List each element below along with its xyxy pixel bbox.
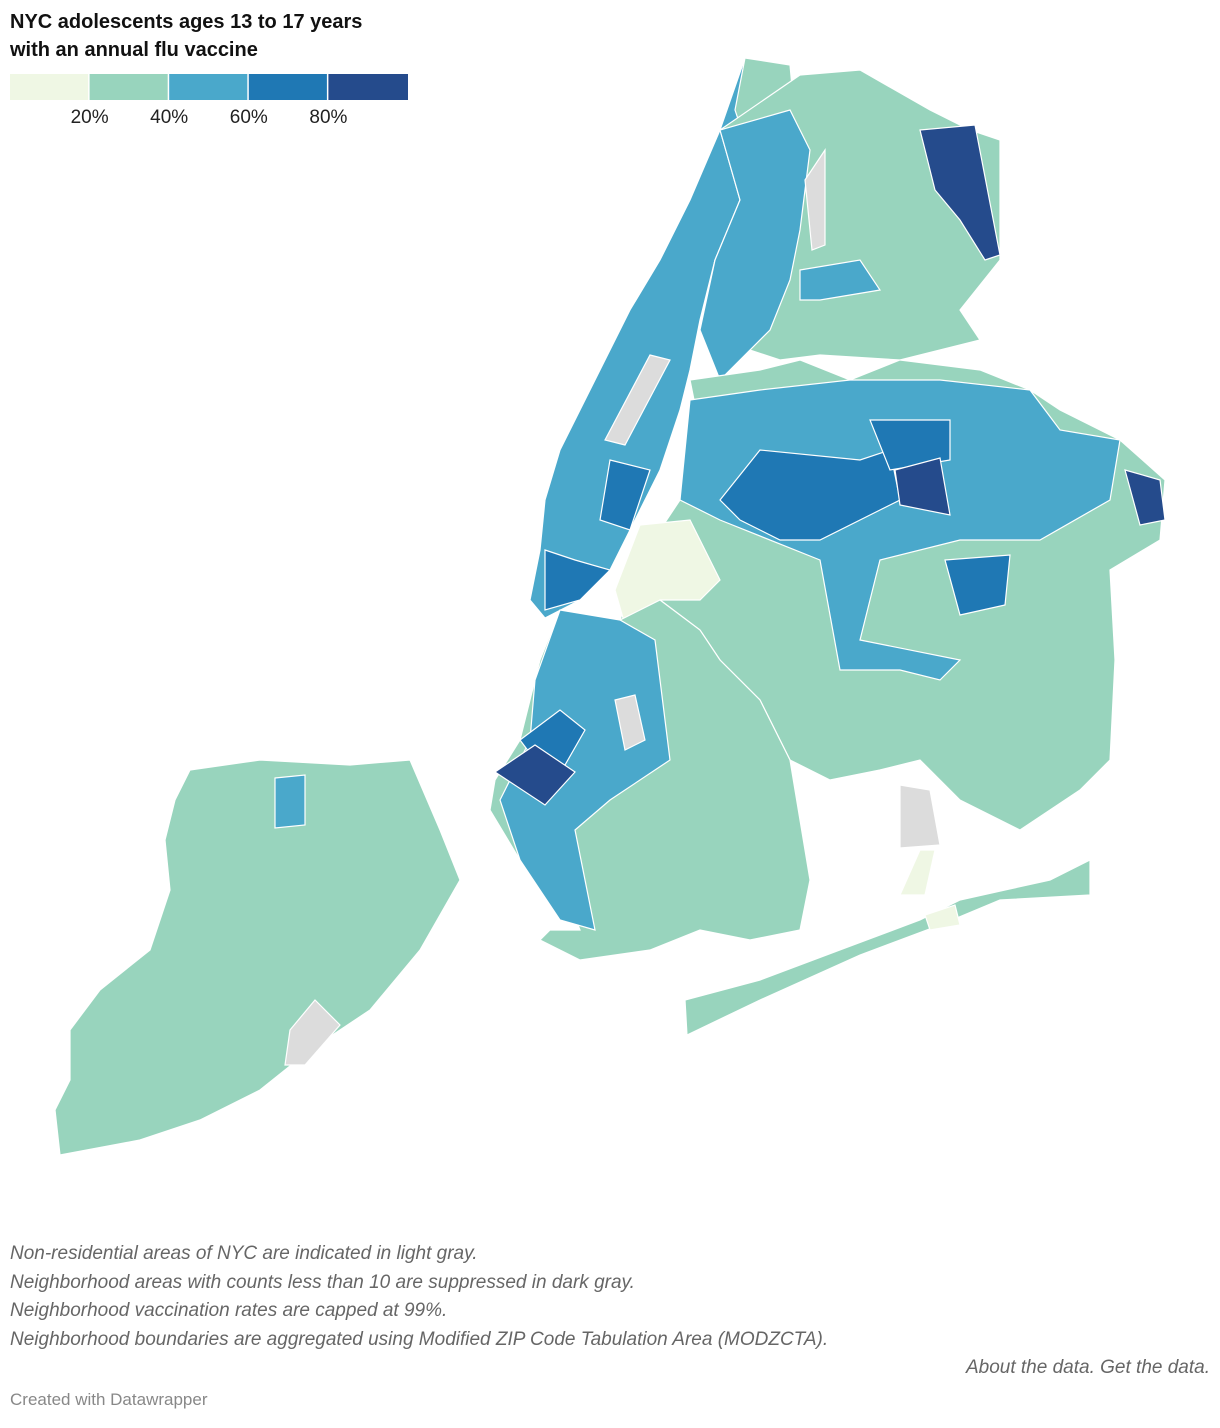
credit: Created with Datawrapper [10,1390,208,1409]
queens-area [719,449,901,541]
brooklyn-area [493,744,576,806]
legend-tick-label: 80% [309,107,347,128]
legend-swatch [248,74,327,100]
link[interactable]: About the data. [965,1357,1095,1378]
central-park [604,354,671,446]
staten-island-nonres [284,999,341,1066]
rockaway [684,859,1091,1036]
legend-swatch [89,74,168,100]
legend-tick-label: 20% [71,107,109,128]
manhattan-area [544,549,612,611]
jfk-airport [899,784,941,849]
note: Neighborhood boundaries are aggregated u… [10,1328,829,1350]
link[interactable]: Get the data. [1100,1357,1210,1378]
note: Neighborhood areas with counts less than… [10,1271,635,1293]
bronx-area [799,259,882,301]
staten-island-area [274,774,306,829]
note: Neighborhood vaccination rates are cappe… [10,1300,448,1321]
links: About the data. Get the data. [10,1354,1210,1383]
bronx-nonres [804,148,826,251]
queens-area [869,419,951,471]
brooklyn-nonres [614,694,646,751]
map [54,57,1166,1156]
staten-island [54,759,461,1156]
note: Non-residential areas of NYC are indicat… [10,1243,478,1264]
legend: 20% 40% 60% 80% [10,74,408,128]
legend-tick-label: 40% [150,107,188,128]
queens-nonres [614,519,721,626]
queens-area [944,554,1011,616]
legend-swatch [10,74,89,100]
queens-area [1124,469,1166,526]
legend-tick-label: 60% [230,107,268,128]
bronx-area [919,124,1001,261]
title: NYC adolescents ages 13 to 17 years with… [10,11,363,61]
manhattan-area [599,459,651,531]
rockaway-area [924,904,961,931]
notes: Non-residential areas of NYC are indicat… [10,1240,1210,1383]
bronx-west [699,109,811,382]
legend-swatch [328,74,408,100]
broad-channel [899,849,936,896]
queens-area [894,457,951,516]
legend-swatch [169,74,248,100]
